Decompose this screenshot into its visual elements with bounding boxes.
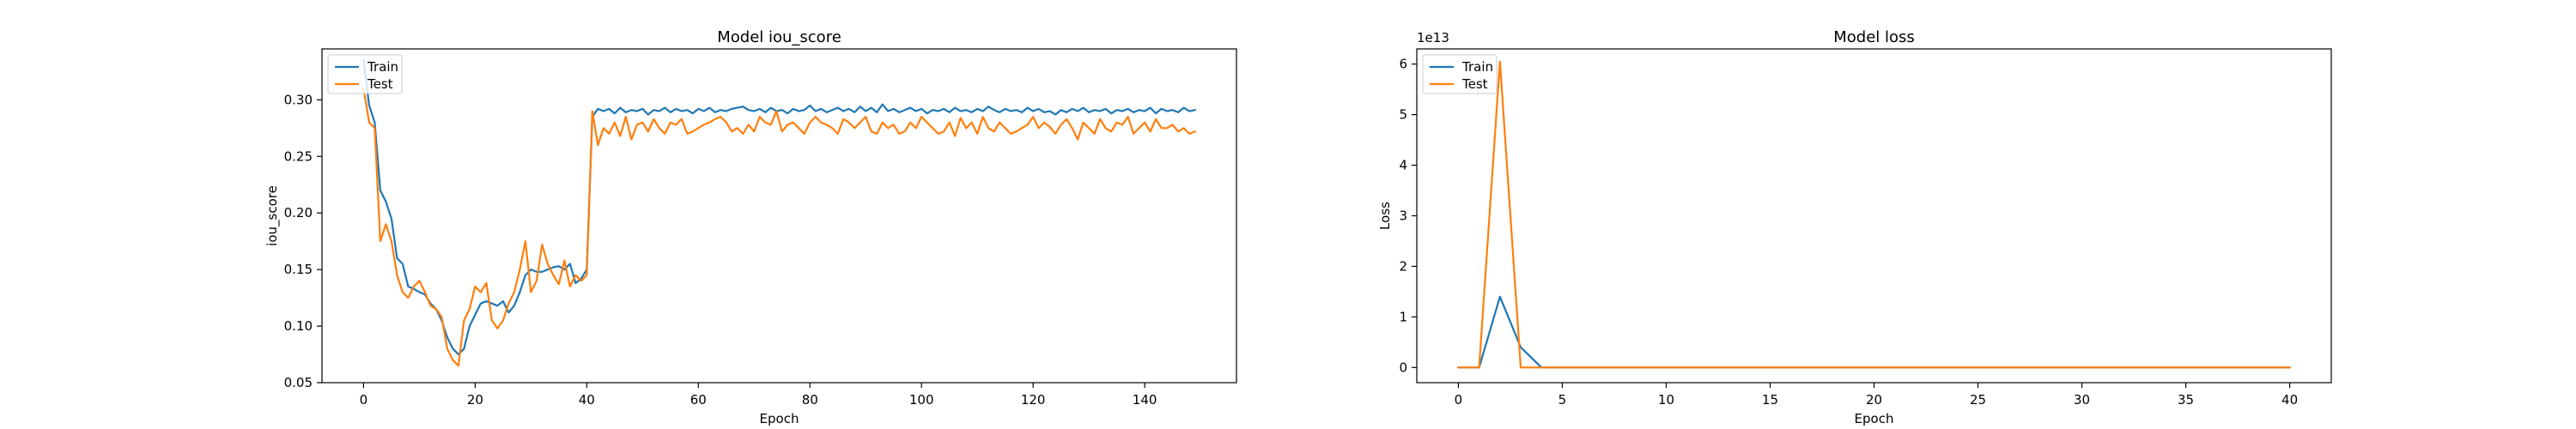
y-tick-label: 2 — [1399, 258, 1407, 274]
legend-label-train: Train — [367, 59, 398, 75]
y-axis-label: Loss — [1377, 202, 1393, 230]
x-tick-label: 40 — [579, 392, 595, 408]
x-tick-label: 0 — [360, 392, 368, 408]
y-tick-label: 5 — [1399, 107, 1407, 123]
x-tick-label: 140 — [1133, 392, 1157, 408]
x-tick-label: 60 — [690, 392, 707, 408]
chart-iou-score: 0 20 40 60 80 100 120 140 0.05 0.10 0.15 0.20 0.25 0.… — [264, 28, 1237, 426]
x-axis-label: Epoch — [760, 411, 799, 426]
x-tick-label: 20 — [1866, 392, 1882, 408]
x-tick-label: 30 — [2074, 392, 2090, 408]
chart-loss: 0 5 10 15 20 25 30 35 40 0 1 2 3 4 5 6 Model loss Epoch Lo… — [1377, 28, 2332, 426]
x-axis-label: Epoch — [1855, 411, 1894, 426]
x-tick-label: 0 — [1455, 392, 1463, 408]
y-tick-label: 3 — [1399, 208, 1407, 224]
y-offset-text: 1e13 — [1417, 30, 1449, 45]
y-axis-label: iou_score — [264, 185, 281, 246]
x-tick-label: 20 — [467, 392, 483, 408]
series-line-test — [362, 87, 1197, 367]
plot-frame — [321, 48, 1237, 384]
y-tick-label: 0.30 — [284, 92, 313, 107]
x-tick-label: 10 — [1658, 392, 1674, 408]
x-tick-label: 25 — [1970, 392, 1986, 408]
x-tick-label: 100 — [909, 392, 934, 408]
y-tick-label: 1 — [1399, 309, 1407, 324]
legend-label-test: Test — [1461, 76, 1488, 92]
x-tick-label: 120 — [1021, 392, 1046, 408]
y-tick-label: 6 — [1399, 57, 1407, 72]
x-tick-label: 80 — [802, 392, 818, 408]
series-line-train — [362, 58, 1196, 356]
y-tick-label: 4 — [1399, 158, 1407, 173]
y-tick-label: 0.20 — [284, 205, 313, 221]
x-tick-label: 40 — [2281, 392, 2298, 408]
chart-title: Model iou_score — [717, 28, 841, 46]
y-tick-label: 0.10 — [284, 318, 313, 334]
series-line-train — [1457, 295, 2291, 369]
y-tick-label: 0.15 — [284, 262, 313, 277]
y-tick-label: 0.05 — [284, 375, 313, 390]
x-tick-label: 15 — [1762, 392, 1778, 408]
y-tick-label: 0.25 — [284, 148, 313, 164]
plot-frame — [1416, 48, 2332, 384]
x-tick-label: 5 — [1558, 392, 1567, 408]
legend-label-test: Test — [367, 76, 393, 92]
legend-label-train: Train — [1461, 59, 1493, 75]
chart-title: Model loss — [1833, 28, 1915, 46]
y-tick-label: 0 — [1399, 360, 1407, 375]
series-line-test — [1457, 60, 2291, 369]
x-tick-label: 35 — [2178, 392, 2194, 408]
